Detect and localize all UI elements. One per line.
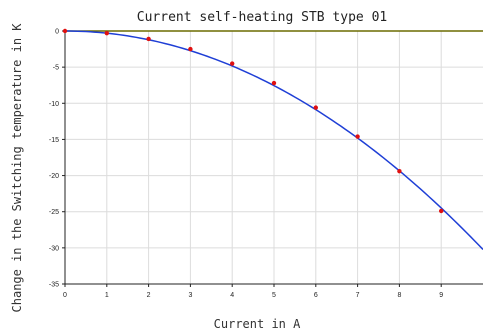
y-tick-label: -5	[53, 65, 59, 72]
y-tick-labels: 0 -5 -10 -15 -20 -25 -30 -35	[49, 29, 65, 289]
data-point	[355, 134, 360, 139]
y-tick-label: -10	[49, 101, 59, 108]
x-tick-label: 8	[397, 292, 401, 299]
x-tick-label: 4	[230, 292, 234, 299]
x-tick-label: 7	[356, 292, 360, 299]
y-tick-label: -20	[49, 173, 59, 180]
x-tick-label: 5	[272, 292, 276, 299]
data-point	[313, 105, 318, 110]
x-tick-label: 0	[63, 292, 67, 299]
y-tick-label: 0	[55, 29, 59, 36]
x-tick-labels: 0 1 2 3 4 5 6 7 8 9	[63, 284, 443, 299]
x-tick-label: 6	[314, 292, 318, 299]
data-point	[397, 169, 402, 174]
data-point	[230, 61, 235, 66]
y-tick-label: -15	[49, 137, 59, 144]
data-point	[146, 36, 151, 42]
x-tick-label: 2	[147, 292, 151, 299]
data-point	[104, 30, 110, 36]
y-tick-label: -25	[49, 209, 59, 216]
data-point	[188, 46, 193, 52]
series-layer	[62, 28, 483, 251]
x-tick-label: 9	[439, 292, 443, 299]
data-point	[271, 80, 277, 86]
data-point	[62, 28, 68, 34]
x-tick-label: 3	[188, 292, 192, 299]
y-tick-label: -35	[49, 282, 59, 289]
series-line	[64, 30, 483, 251]
x-tick-label: 1	[105, 292, 109, 299]
data-point	[439, 208, 444, 214]
x-axis-label: Current in A	[214, 317, 301, 331]
y-tick-label: -30	[49, 245, 59, 252]
grid	[64, 30, 483, 285]
chart-title: Current self-heating STB type 01	[137, 10, 387, 25]
y-axis-label: Change in the Switching temperature in K	[10, 23, 24, 313]
